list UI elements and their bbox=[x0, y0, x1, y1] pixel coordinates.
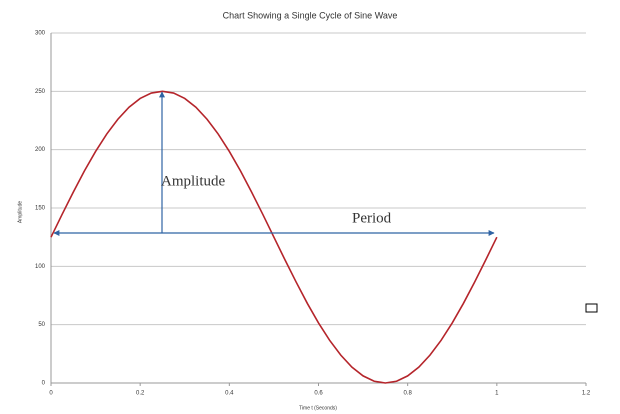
x-tick-label: 0.4 bbox=[225, 391, 234, 397]
x-axis-label: Time t (Seconds) bbox=[299, 405, 337, 411]
y-axis-label: Amplitude bbox=[17, 201, 23, 223]
y-tick-label: 0 bbox=[42, 381, 46, 387]
x-tick-label: 0.6 bbox=[314, 391, 323, 397]
y-tick-label: 200 bbox=[35, 147, 46, 153]
y-tick-label: 250 bbox=[35, 89, 46, 95]
annotation: Amplitude bbox=[161, 173, 226, 189]
annotation: Period bbox=[352, 210, 392, 226]
x-tick-label: 1.2 bbox=[582, 391, 591, 397]
legend-box bbox=[585, 303, 598, 313]
y-tick-label: 100 bbox=[35, 264, 46, 270]
x-tick-label: 0 bbox=[49, 391, 53, 397]
x-tick-label: 0.8 bbox=[403, 391, 412, 397]
y-tick-label: 150 bbox=[35, 206, 46, 212]
data-line bbox=[50, 90, 498, 384]
plot: 0 50 100 150 200 250 300 0 0.2 0.4 0.6 0.8 1 1.2 bbox=[35, 31, 591, 397]
y-tick-label: 300 bbox=[35, 31, 46, 37]
chart-title: Chart Showing a Single Cycle of Sine Wav… bbox=[223, 10, 398, 20]
y-tick-label: 50 bbox=[38, 322, 45, 328]
x-tick-label: 1 bbox=[495, 391, 499, 397]
x-tick-label: 0.2 bbox=[136, 391, 145, 397]
